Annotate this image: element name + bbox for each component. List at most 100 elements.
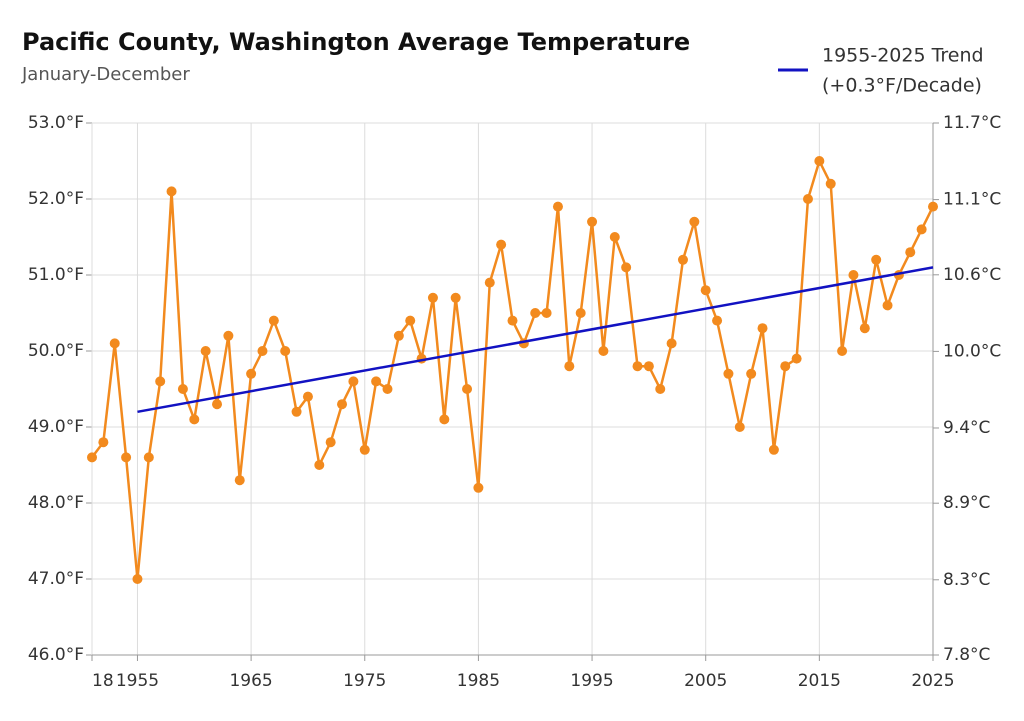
data-point <box>268 315 279 326</box>
data-point <box>132 574 143 584</box>
data-point <box>234 475 245 486</box>
legend-label: 1955-2025 Trend <box>822 45 984 67</box>
data-point <box>507 315 518 326</box>
data-point <box>348 376 359 387</box>
x-tick-label: 2005 <box>684 671 727 691</box>
data-point <box>621 262 632 273</box>
data-point <box>246 368 257 379</box>
data-point <box>564 361 575 372</box>
y-tick-label: 46.0°F <box>28 645 84 665</box>
x-tick-label: 2025 <box>911 671 954 691</box>
data-point <box>223 330 234 341</box>
data-point <box>98 437 109 448</box>
data-point <box>143 452 154 463</box>
data-point <box>302 391 313 402</box>
y2-tick-label: 8.3°C <box>943 570 990 590</box>
data-point <box>200 346 211 356</box>
data-point <box>575 308 586 318</box>
data-point <box>314 460 325 470</box>
data-point <box>700 285 711 296</box>
data-point <box>928 201 938 212</box>
data-point <box>757 323 768 334</box>
data-point <box>746 368 757 379</box>
data-point <box>382 384 393 394</box>
data-point <box>780 361 791 372</box>
data-point <box>723 368 734 379</box>
data-point <box>405 315 416 326</box>
y2-tick-label: 10.0°C <box>943 341 1001 361</box>
data-point <box>166 186 177 197</box>
data-line <box>90 157 935 580</box>
data-point <box>825 178 836 189</box>
y2-tick-label: 7.8°C <box>943 645 990 665</box>
data-point <box>212 399 223 410</box>
y2-tick-label: 11.7°C <box>943 113 1001 133</box>
data-point <box>291 406 302 417</box>
y-tick-label: 50.0°F <box>28 341 84 361</box>
y2-tick-label: 8.9°C <box>943 493 990 513</box>
data-point <box>871 254 882 265</box>
data-point <box>280 346 291 356</box>
data-point <box>859 323 870 334</box>
x-tick-label: 2015 <box>798 671 841 691</box>
data-point <box>484 277 495 288</box>
data-point <box>87 452 97 463</box>
data-point <box>768 444 779 455</box>
data-point <box>916 224 927 235</box>
data-point <box>450 292 461 303</box>
chart-title: Pacific County, Washington Average Tempe… <box>22 28 690 56</box>
y-tick-label: 52.0°F <box>28 189 84 209</box>
y-tick-label: 47.0°F <box>28 569 84 589</box>
data-point <box>109 338 120 349</box>
data-point <box>541 308 552 318</box>
data-point <box>189 414 200 425</box>
y-tick-label: 49.0°F <box>28 417 84 437</box>
data-point <box>439 414 450 425</box>
data-point <box>121 452 132 463</box>
y2-tick-label: 9.4°C <box>943 418 990 438</box>
data-point <box>655 384 666 394</box>
data-point <box>552 201 563 212</box>
data-point <box>337 399 348 410</box>
legend-note: (+0.3°F/Decade) <box>822 75 982 97</box>
x-tick-label: 18 <box>92 671 114 691</box>
data-point <box>473 482 484 493</box>
data-point <box>393 330 404 341</box>
data-point <box>177 384 188 394</box>
data-point <box>598 346 609 356</box>
data-point <box>325 437 336 448</box>
data-point <box>882 300 893 311</box>
y2-tick-label: 11.1°C <box>943 190 1001 210</box>
y-tick-label: 53.0°F <box>28 113 84 133</box>
data-point <box>837 346 848 356</box>
data-point <box>371 376 382 387</box>
data-point <box>666 338 677 349</box>
data-point <box>257 346 268 356</box>
data-point <box>530 308 541 318</box>
data-point <box>155 376 166 387</box>
data-point <box>427 292 438 303</box>
data-point <box>643 361 654 372</box>
data-point <box>712 315 723 326</box>
data-point <box>496 239 507 250</box>
data-point <box>848 270 859 280</box>
x-tick-label: 1995 <box>570 671 613 691</box>
y-tick-label: 48.0°F <box>28 493 84 513</box>
x-tick-label: 1965 <box>229 671 272 691</box>
data-point <box>689 216 700 227</box>
y-tick-label: 51.0°F <box>28 265 84 285</box>
trend-line <box>137 266 934 414</box>
data-point <box>632 361 643 372</box>
chart-subtitle: January-December <box>21 64 190 85</box>
data-point <box>462 384 473 394</box>
data-point <box>587 216 598 227</box>
data-point <box>734 422 745 432</box>
data-point <box>802 194 813 204</box>
data-point <box>905 247 916 258</box>
x-tick-label: 1985 <box>457 671 500 691</box>
y2-tick-label: 10.6°C <box>943 265 1001 285</box>
data-point <box>791 353 802 364</box>
x-tick-label: 1955 <box>116 671 159 691</box>
